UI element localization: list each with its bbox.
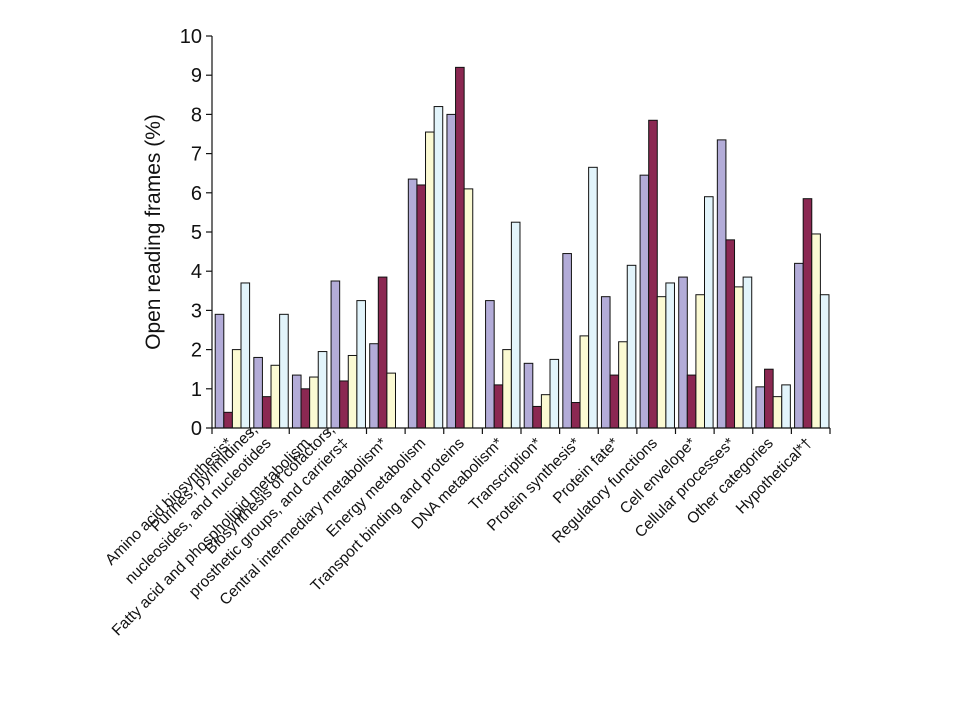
y-tick-label: 3 bbox=[191, 300, 202, 322]
bar-s4-c8 bbox=[510, 221, 521, 429]
y-axis-label: Open reading frames (%) bbox=[142, 114, 165, 350]
bar-s4-c1 bbox=[240, 282, 251, 429]
bar-s4-c6 bbox=[433, 106, 444, 429]
y-tick-label: 7 bbox=[191, 144, 202, 166]
bar-s3-c6 bbox=[425, 131, 435, 429]
axes-layer: 0 1 2 3 4 5 6 7 8 9 10 bbox=[180, 26, 831, 440]
bar-s1-c1 bbox=[214, 313, 225, 429]
y-tick-label: 0 bbox=[191, 418, 202, 440]
bar-s4-c11 bbox=[626, 264, 637, 429]
bar-s1-c10 bbox=[562, 253, 572, 429]
bar-s3-c10 bbox=[579, 335, 590, 429]
bar-s2-c5 bbox=[377, 276, 388, 429]
y-tick-label: 2 bbox=[191, 340, 202, 362]
bar-s2-c16 bbox=[802, 198, 813, 429]
bar-s3-c8 bbox=[502, 349, 512, 429]
bar-s3-c16 bbox=[811, 233, 821, 429]
bar-s2-c14 bbox=[725, 239, 736, 429]
y-tick-label: 5 bbox=[191, 222, 202, 244]
y-tick-label: 8 bbox=[191, 104, 202, 126]
bar-s4-c15 bbox=[781, 384, 791, 429]
bar-s3-c13 bbox=[695, 294, 706, 429]
bar-s2-c4 bbox=[339, 380, 349, 429]
y-tick-label: 1 bbox=[191, 379, 202, 401]
bar-s3-c3 bbox=[309, 376, 319, 429]
bar-s3-c9 bbox=[540, 394, 551, 429]
bar-s1-c15 bbox=[755, 386, 766, 429]
y-tick-label: 6 bbox=[191, 183, 202, 205]
bar-s2-c8 bbox=[493, 384, 504, 429]
bar-s3-c15 bbox=[772, 396, 783, 429]
bar-s3-c1 bbox=[231, 349, 242, 429]
y-tick-label: 4 bbox=[191, 261, 202, 283]
bar-s2-c1 bbox=[223, 411, 233, 429]
bar-s3-c5 bbox=[386, 372, 396, 429]
bar-s2-c10 bbox=[570, 402, 581, 429]
bar-s1-c16 bbox=[794, 262, 804, 429]
bar-s4-c13 bbox=[704, 196, 714, 429]
bar-s2-c7 bbox=[455, 66, 465, 429]
bar-s2-c3 bbox=[300, 388, 311, 429]
bar-s3-c4 bbox=[347, 354, 358, 429]
bar-s4-c10 bbox=[588, 166, 598, 429]
bar-s4-c12 bbox=[665, 282, 675, 429]
bar-s1-c4 bbox=[330, 280, 341, 429]
bar-s4-c9 bbox=[549, 358, 560, 429]
bar-s4-c4 bbox=[356, 300, 366, 429]
bar-s4-c14 bbox=[742, 276, 753, 429]
y-tick-label: 9 bbox=[191, 65, 202, 87]
bar-s1-c9 bbox=[523, 362, 534, 429]
bar-s4-c3 bbox=[317, 351, 328, 429]
bar-s2-c15 bbox=[764, 368, 774, 429]
bar-s3-c7 bbox=[463, 188, 474, 429]
bar-s4-c16 bbox=[819, 294, 830, 429]
bar-s2-c6 bbox=[416, 184, 427, 429]
bar-s1-c11 bbox=[600, 296, 611, 429]
bar-s2-c13 bbox=[686, 374, 697, 429]
bar-s2-c2 bbox=[261, 396, 272, 429]
bar-s2-c12 bbox=[648, 119, 658, 429]
labels-layer: Amino acid biosynthesis*Purines, pyrimid… bbox=[102, 421, 815, 639]
bar-s1-c12 bbox=[639, 174, 650, 429]
y-tick-label: 10 bbox=[180, 26, 202, 48]
bar-s2-c11 bbox=[609, 374, 620, 429]
bar-s1-c14 bbox=[716, 139, 727, 429]
bar-s1-c5 bbox=[369, 343, 379, 429]
bar-s1-c2 bbox=[253, 356, 263, 429]
bar-s3-c11 bbox=[618, 341, 628, 429]
bar-s1-c7 bbox=[446, 113, 457, 429]
bar-s1-c6 bbox=[407, 178, 418, 429]
bar-s1-c8 bbox=[485, 300, 495, 429]
bars-layer bbox=[214, 66, 830, 429]
bar-s1-c13 bbox=[678, 276, 688, 429]
bar-s3-c14 bbox=[734, 286, 744, 429]
bar-s1-c3 bbox=[291, 374, 302, 429]
bar-s3-c12 bbox=[656, 296, 667, 429]
bar-s3-c2 bbox=[270, 364, 281, 429]
bar-s2-c9 bbox=[532, 405, 542, 429]
bar-s4-c2 bbox=[279, 313, 289, 429]
